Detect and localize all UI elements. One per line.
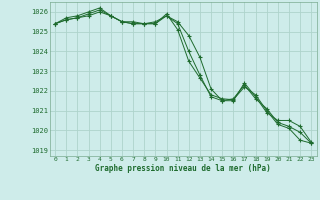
X-axis label: Graphe pression niveau de la mer (hPa): Graphe pression niveau de la mer (hPa) (95, 164, 271, 173)
